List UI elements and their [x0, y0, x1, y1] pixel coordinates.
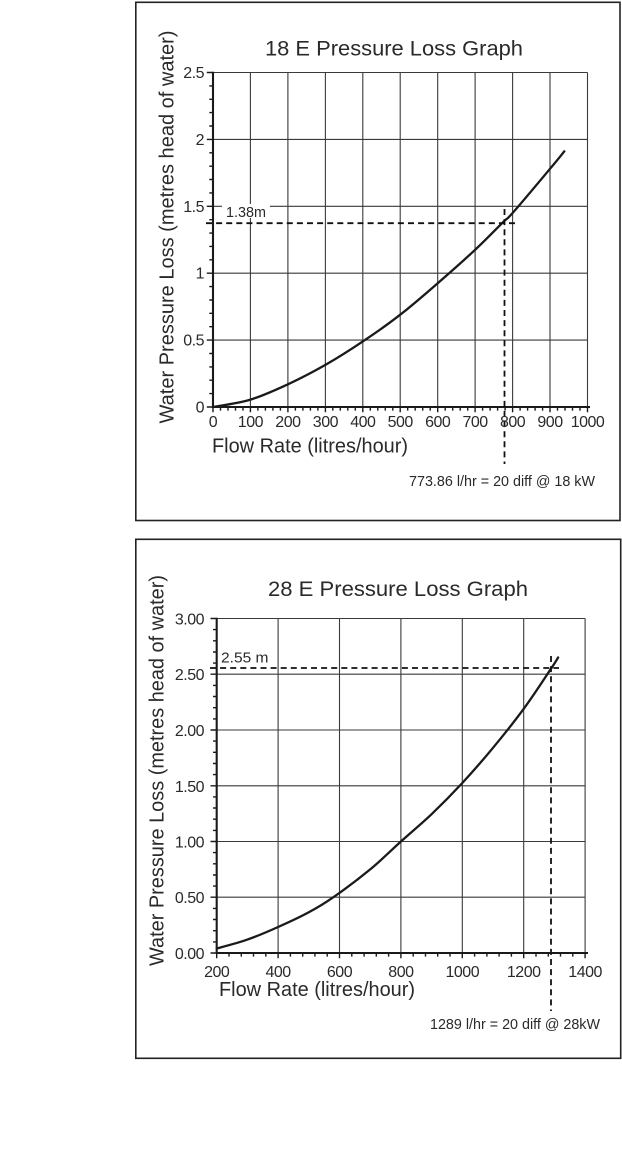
- svg-text:28 E Pressure Loss Graph: 28 E Pressure Loss Graph: [268, 578, 528, 601]
- svg-text:200: 200: [204, 964, 230, 981]
- svg-text:1.00: 1.00: [175, 835, 205, 852]
- svg-text:3.00: 3.00: [175, 612, 205, 629]
- svg-text:0.5: 0.5: [183, 333, 204, 350]
- svg-text:1289 l/hr = 20 diff @ 28kW: 1289 l/hr = 20 diff @ 28kW: [430, 1017, 600, 1033]
- svg-text:0: 0: [209, 414, 218, 431]
- svg-text:700: 700: [462, 414, 488, 431]
- svg-text:200: 200: [275, 414, 301, 431]
- svg-text:600: 600: [425, 414, 451, 431]
- svg-text:400: 400: [350, 414, 376, 431]
- svg-text:0.00: 0.00: [175, 946, 205, 963]
- svg-text:400: 400: [265, 964, 291, 981]
- svg-text:0: 0: [196, 400, 205, 417]
- svg-text:1400: 1400: [568, 964, 602, 981]
- svg-text:2.00: 2.00: [175, 723, 205, 740]
- svg-text:Flow Rate (litres/hour): Flow Rate (litres/hour): [219, 979, 415, 1001]
- svg-text:1.5: 1.5: [183, 199, 204, 216]
- svg-text:Water Pressure Loss (metres he: Water Pressure Loss (metres head of wate…: [147, 575, 169, 966]
- svg-text:500: 500: [388, 414, 414, 431]
- svg-text:900: 900: [537, 414, 563, 431]
- svg-text:2.50: 2.50: [175, 667, 205, 684]
- svg-text:1000: 1000: [571, 414, 605, 431]
- svg-text:1: 1: [196, 266, 205, 283]
- svg-text:2: 2: [196, 132, 205, 149]
- svg-text:100: 100: [238, 414, 264, 431]
- svg-text:600: 600: [327, 964, 353, 981]
- svg-text:2.55 m: 2.55 m: [221, 651, 269, 667]
- svg-text:300: 300: [313, 414, 339, 431]
- svg-text:1.50: 1.50: [175, 779, 205, 796]
- svg-text:18 E Pressure Loss Graph: 18 E Pressure Loss Graph: [265, 38, 523, 61]
- svg-text:800: 800: [388, 964, 414, 981]
- svg-text:Water Pressure Loss (metres he: Water Pressure Loss (metres head of wate…: [157, 30, 179, 423]
- svg-text:2.5: 2.5: [183, 65, 204, 82]
- svg-text:1200: 1200: [507, 964, 541, 981]
- svg-text:1.38m: 1.38m: [226, 205, 266, 221]
- svg-text:Flow Rate (litres/hour): Flow Rate (litres/hour): [212, 436, 408, 458]
- svg-text:1000: 1000: [446, 964, 480, 981]
- svg-text:773.86 l/hr = 20 diff @ 18 kW: 773.86 l/hr = 20 diff @ 18 kW: [409, 474, 595, 490]
- svg-text:800: 800: [500, 414, 526, 431]
- svg-text:0.50: 0.50: [175, 890, 205, 907]
